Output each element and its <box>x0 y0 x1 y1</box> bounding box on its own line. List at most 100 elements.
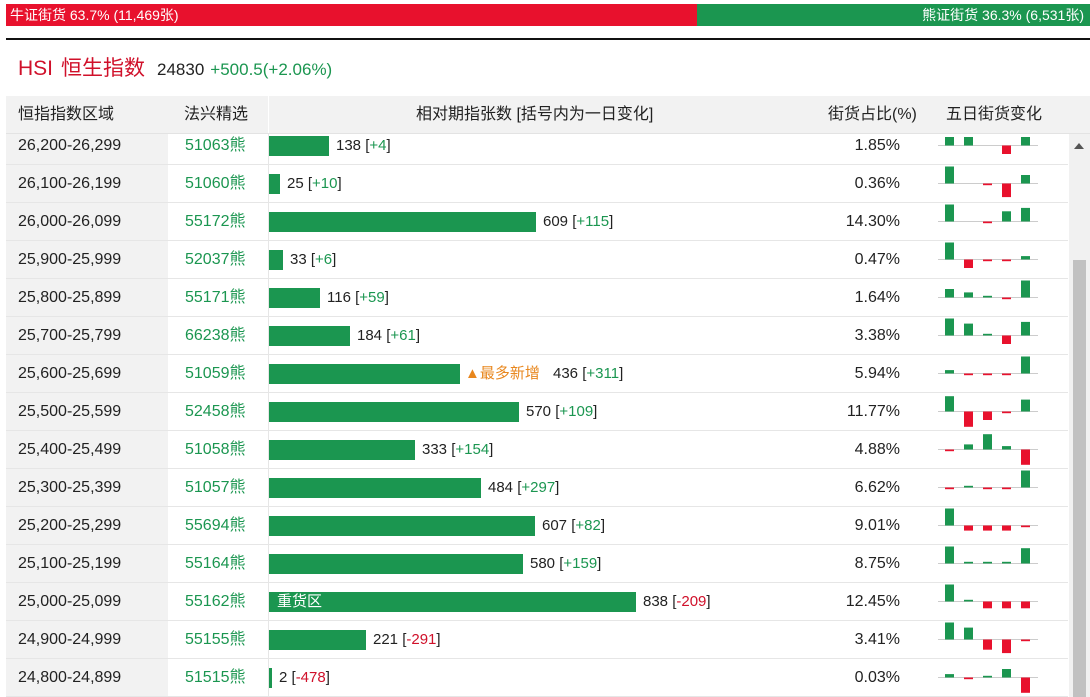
scroll-thumb[interactable] <box>1073 260 1086 697</box>
table-row: 25,900-25,999 52037熊 33 [+6] 0.47% <box>6 241 1068 279</box>
range-cell: 25,900-25,999 <box>6 241 168 278</box>
warrant-code-link[interactable]: 55164熊 <box>185 555 246 572</box>
range-cell: 25,100-25,199 <box>6 545 168 582</box>
warrant-code-link[interactable]: 55162熊 <box>185 593 246 610</box>
quantity-number: 116 <box>327 289 351 306</box>
quantity-change: +61 <box>390 327 416 344</box>
quantity-value: 609 [+115] <box>543 213 614 230</box>
trend-bar <box>1021 137 1030 146</box>
street-pct-cell: 1.64% <box>854 289 900 306</box>
trend-bar <box>983 183 992 186</box>
trend-bar <box>1002 561 1011 564</box>
quantity-bar <box>269 440 415 460</box>
trend-bar <box>1021 601 1030 609</box>
warrant-code-link[interactable]: 66238熊 <box>185 327 246 344</box>
quantity-change: +10 <box>312 175 338 192</box>
five-day-trend-chart <box>938 204 1038 224</box>
range-cell: 25,300-25,399 <box>6 469 168 506</box>
table-header: 恒指指数区域 法兴精选 相对期指张数 [括号内为一日变化] 街货占比(%) 五日… <box>6 96 1090 134</box>
warrant-code-link[interactable]: 51515熊 <box>185 669 246 686</box>
trend-bar <box>983 561 992 564</box>
scroll-up-arrow-icon[interactable] <box>1074 143 1084 149</box>
trend-bar <box>1021 280 1030 298</box>
quantity-change: +4 <box>369 137 387 154</box>
column-separator <box>268 659 269 696</box>
trend-bar <box>1021 256 1030 260</box>
column-separator <box>268 469 269 506</box>
warrant-code-link[interactable]: 51059熊 <box>185 365 246 382</box>
quantity-bar <box>269 250 283 270</box>
bull-street-stock-label: 牛证街货 63.7% (11,469张) <box>10 7 179 23</box>
scrollbar[interactable] <box>1069 134 1090 697</box>
bull-street-stock-segment: 牛证街货 63.7% (11,469张) <box>6 4 697 26</box>
column-separator <box>268 203 269 240</box>
trend-bar <box>964 677 973 680</box>
street-pct-cell: 14.30% <box>845 213 900 230</box>
column-separator <box>268 545 269 582</box>
quantity-change: +109 <box>559 403 594 420</box>
column-separator <box>268 393 269 430</box>
quantity-value: 221 [-291] <box>373 631 441 648</box>
five-day-trend-chart <box>938 546 1038 564</box>
trend-bar <box>1002 335 1011 344</box>
quantity-number: 138 <box>336 137 362 154</box>
range-cell: 25,400-25,499 <box>6 431 168 468</box>
quantity-value: 184 [+61] <box>357 327 420 344</box>
warrant-code-link[interactable]: 55171熊 <box>185 289 246 306</box>
table-row: 26,000-26,099 55172熊 609 [+115] 14.30% <box>6 203 1068 241</box>
trend-bar <box>1021 677 1030 693</box>
trend-bar <box>1021 639 1030 642</box>
street-pct-cell: 4.88% <box>854 441 900 458</box>
trend-bar <box>964 411 973 427</box>
table-row: 25,400-25,499 51058熊 333 [+154] 4.88% <box>6 431 1068 469</box>
table-row: 25,100-25,199 55164熊 580 [+159] 8.75% <box>6 545 1068 583</box>
quantity-value: 138 [+4] <box>336 137 391 154</box>
warrant-code-link[interactable]: 52037熊 <box>185 251 246 268</box>
five-day-trend-chart <box>938 318 1038 344</box>
trend-bar <box>945 449 954 452</box>
table-row: 25,600-25,699 51059熊 ▲最多新增 436 [+311] 5.94% <box>6 355 1068 393</box>
warrant-code-link[interactable]: 51060熊 <box>185 175 246 192</box>
trend-bar <box>945 166 954 184</box>
table-row: 24,900-24,999 55155熊 221 [-291] 3.41% <box>6 621 1068 659</box>
warrant-code-link[interactable]: 55694熊 <box>185 517 246 534</box>
street-pct-cell: 12.45% <box>845 593 900 610</box>
quantity-bar <box>269 174 280 194</box>
warrant-code-link[interactable]: 55172熊 <box>185 213 246 230</box>
trend-bar <box>945 546 954 564</box>
trend-bar <box>945 318 954 336</box>
street-pct-cell: 5.94% <box>854 365 900 382</box>
trend-bar <box>945 370 954 374</box>
street-stock-ratio-bar: 牛证街货 63.7% (11,469张) 熊证街货 36.3% (6,531张) <box>6 4 1090 26</box>
warrant-code-link[interactable]: 55155熊 <box>185 631 246 648</box>
trend-bar <box>945 242 954 260</box>
heavy-zone-label: 重货区 <box>277 593 323 610</box>
table-row: 26,100-26,199 51060熊 25 [+10] 0.36% <box>6 165 1068 203</box>
warrant-code-link[interactable]: 51063熊 <box>185 137 246 154</box>
warrant-code-link[interactable]: 51057熊 <box>185 479 246 496</box>
quantity-change: -291 <box>406 631 437 648</box>
trend-bar <box>983 601 992 609</box>
trend-bar <box>964 485 973 488</box>
quantity-change: +159 <box>563 555 598 572</box>
header-pick: 法兴精选 <box>184 106 249 123</box>
trend-bar <box>945 396 954 412</box>
trend-bar <box>1021 449 1030 465</box>
quantity-number: 2 <box>279 669 288 686</box>
warrant-code-link[interactable]: 51058熊 <box>185 441 246 458</box>
table-body: 26,200-26,299 51063熊 138 [+4] 1.85% 26,100-2… <box>6 134 1068 697</box>
trend-bar <box>983 221 992 224</box>
trend-bar <box>964 323 973 336</box>
quantity-change: -478 <box>295 669 326 686</box>
trend-bar <box>1021 399 1030 412</box>
range-cell: 26,200-26,299 <box>6 134 168 164</box>
column-separator <box>268 241 269 278</box>
trend-bar <box>1002 639 1011 654</box>
trend-bar <box>945 584 954 602</box>
warrant-code-link[interactable]: 52458熊 <box>185 403 246 420</box>
quantity-change: +115 <box>576 213 610 230</box>
quantity-change: -209 <box>676 593 707 610</box>
quantity-bar <box>269 516 535 536</box>
header-range: 恒指指数区域 <box>18 106 115 123</box>
column-separator <box>268 431 269 468</box>
